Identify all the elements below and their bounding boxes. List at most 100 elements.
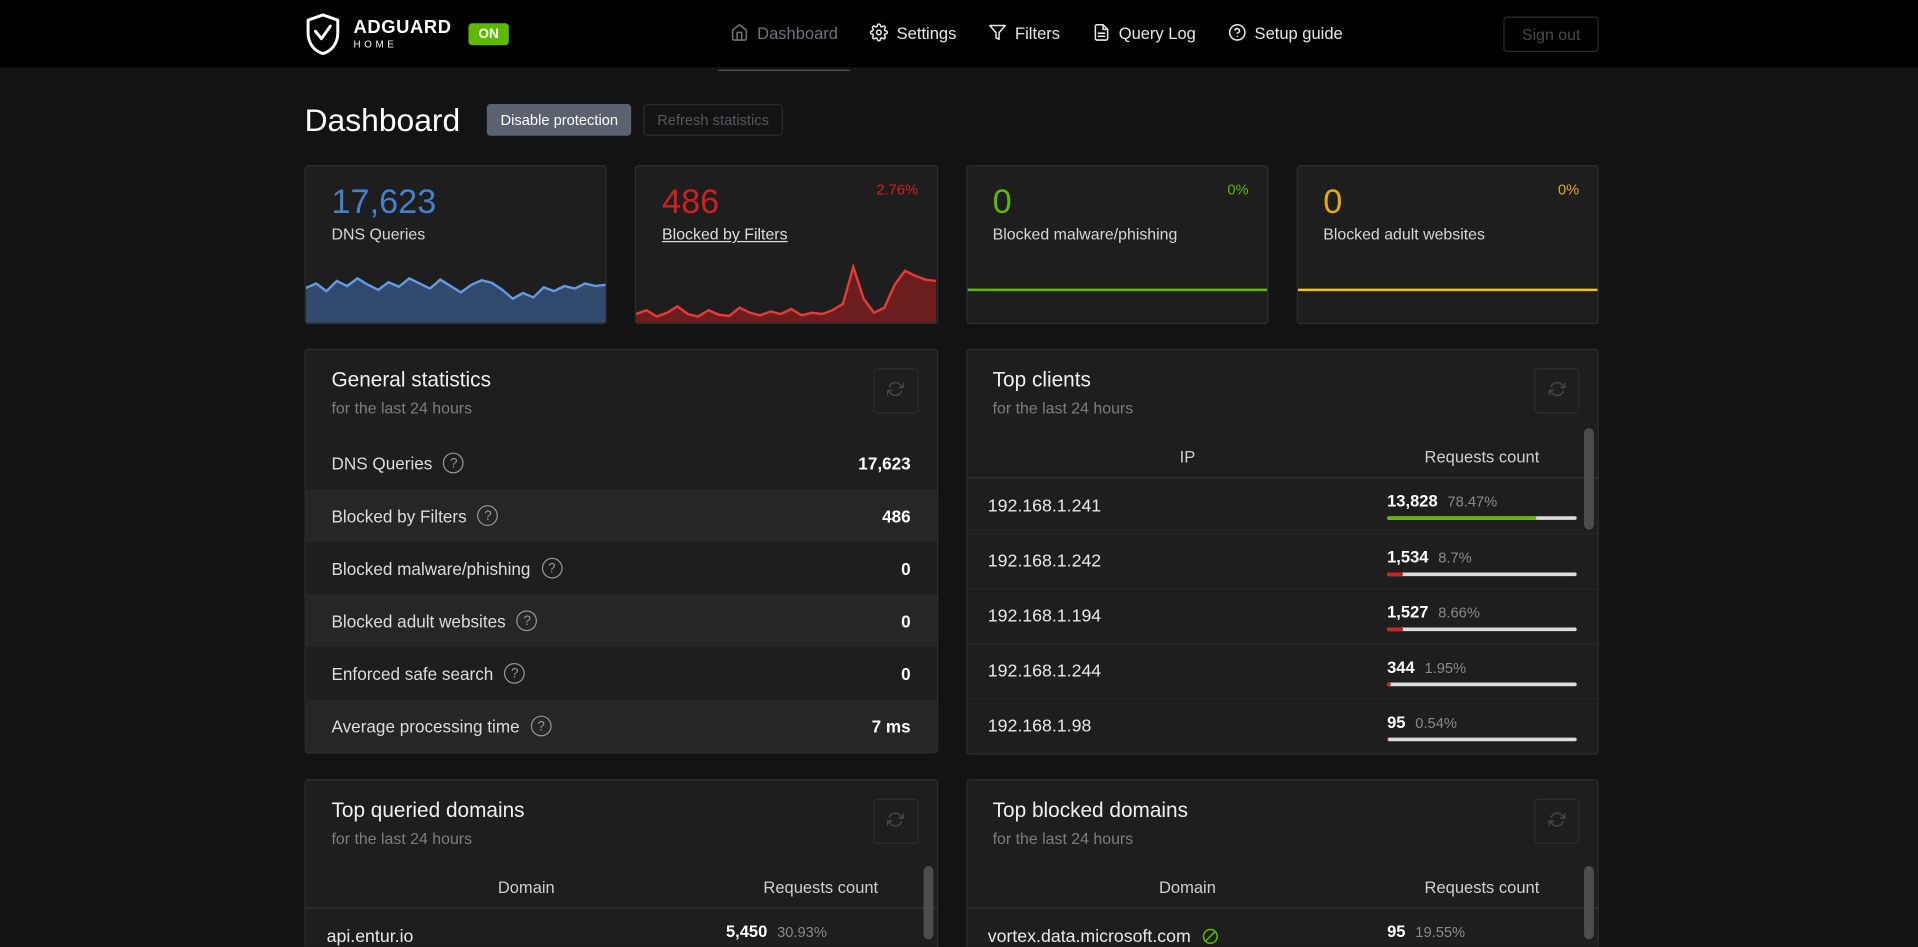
brand-name: ADGUARD: [353, 16, 452, 38]
help-circle-icon: [1228, 23, 1246, 45]
column-header-domain: Domain: [1158, 878, 1216, 897]
refresh-panel-button[interactable]: [1533, 368, 1580, 414]
nav-item-query-log[interactable]: Query Log: [1080, 0, 1208, 67]
panel-title: General statistics: [331, 368, 491, 392]
table-row: 192.168.1.242 1,534 8.7%: [966, 533, 1598, 588]
requests-count: 344: [1387, 657, 1415, 676]
requests-count: 95: [1387, 922, 1406, 941]
panel-subtitle: for the last 24 hours: [331, 398, 473, 418]
panel-subtitle: for the last 24 hours: [331, 829, 473, 848]
help-icon: ?: [477, 505, 499, 526]
blocked-by-filters-link[interactable]: Blocked by Filters: [662, 225, 788, 244]
stat-row-label: DNS Queries: [331, 453, 433, 473]
stat-row-value: 0: [901, 610, 911, 631]
requests-count: 1,527: [1387, 602, 1429, 621]
help-icon: ?: [530, 715, 552, 737]
requests-count: 95: [1387, 712, 1406, 731]
stats-row: Blocked by Filters? 486: [305, 489, 937, 542]
blocked-adult-sparkline: [1298, 259, 1598, 323]
nav-item-setup-guide[interactable]: Setup guide: [1215, 0, 1355, 67]
help-icon: ?: [516, 610, 538, 632]
column-header-domain: Domain: [497, 878, 555, 897]
stat-row-value: 7 ms: [871, 716, 911, 736]
nav-label: Dashboard: [757, 24, 838, 43]
refresh-icon: [886, 380, 904, 401]
panel-title: Top queried domains: [331, 798, 525, 822]
nav-item-settings[interactable]: Settings: [858, 0, 969, 67]
page-head: Dashboard Disable protection Refresh sta…: [304, 101, 1599, 139]
page-title: Dashboard: [304, 101, 461, 139]
protection-status-badge: ON: [468, 22, 509, 45]
requests-count: 1,534: [1387, 547, 1429, 566]
stat-cards-row: 17,623 DNS Queries 486 Blocked by Filter…: [304, 165, 1599, 325]
home-icon: [730, 23, 748, 45]
panels-grid: General statistics for the last 24 hours…: [304, 348, 1599, 947]
stat-label: Blocked malware/phishing: [992, 225, 1178, 244]
general-statistics-list: DNS Queries? 17,623 Blocked by Filters? …: [305, 437, 937, 753]
requests-count: 13,828: [1387, 491, 1438, 511]
stat-label: Blocked adult websites: [1323, 225, 1485, 244]
stats-row: Enforced safe search? 0: [306, 647, 937, 700]
column-header-requests: Requests count: [763, 878, 879, 897]
requests-count: 5,450: [725, 922, 768, 941]
stat-row-value: 486: [882, 505, 911, 526]
navbar: ADGUARD HOME ON Dashboard Settings: [0, 0, 1918, 71]
table-row: api.entur.io 5,450 30.93%: [306, 909, 937, 947]
client-ip: 192.168.1.242: [987, 551, 1102, 572]
column-header-requests: Requests count: [1424, 447, 1540, 467]
stat-percent: 2.76%: [876, 181, 919, 199]
stat-value: 486: [662, 182, 720, 221]
requests-percent: 30.93%: [777, 923, 827, 941]
scrollbar-thumb[interactable]: [1584, 866, 1594, 940]
scrollbar-thumb[interactable]: [1584, 428, 1594, 530]
stat-card-dns-queries: 17,623 DNS Queries: [304, 165, 608, 325]
queried-domain: api.entur.io: [326, 926, 414, 947]
progress-bar: [1387, 681, 1577, 686]
column-header-requests: Requests count: [1424, 878, 1540, 897]
table-row: 192.168.1.98 95 0.54%: [966, 698, 1598, 753]
progress-bar: [1387, 626, 1577, 631]
brand-sub: HOME: [353, 38, 398, 50]
panel-title: Top blocked domains: [992, 798, 1189, 822]
dns-queries-sparkline: [305, 259, 606, 323]
stat-value: 0: [1323, 182, 1343, 221]
stat-row-label: Blocked adult websites: [331, 610, 506, 631]
blocked-service-icon: [1201, 927, 1219, 945]
requests-percent: 1.95%: [1424, 658, 1467, 676]
stat-row-value: 0: [901, 663, 911, 684]
nav-item-filters[interactable]: Filters: [976, 0, 1072, 67]
stat-value: 17,623: [331, 182, 437, 221]
table-row: vortex.data.microsoft.com 95 19.55%: [967, 909, 1598, 947]
panel-title: Top clients: [992, 368, 1091, 392]
requests-percent: 78.47%: [1447, 492, 1498, 511]
stats-row: Average processing time? 7 ms: [305, 699, 937, 753]
refresh-icon: [886, 811, 904, 832]
table-header: Domain Requests count: [966, 867, 1598, 909]
client-ip: 192.168.1.244: [987, 661, 1102, 682]
stats-row: Blocked malware/phishing? 0: [306, 542, 937, 595]
adguard-logo-icon: [305, 12, 342, 55]
refresh-panel-button[interactable]: [872, 798, 919, 845]
table-header: IP Requests count: [966, 437, 1598, 479]
top-queried-domains-table: Domain Requests count api.entur.io 5,450…: [305, 867, 937, 947]
stat-row-value: 17,623: [858, 453, 911, 473]
refresh-statistics-button[interactable]: Refresh statistics: [643, 103, 783, 136]
stat-card-blocked-adult: 0 Blocked adult websites 0%: [1296, 165, 1599, 325]
stat-card-blocked-by-filters: 486 Blocked by Filters 2.76%: [635, 165, 938, 325]
requests-percent: 19.55%: [1415, 923, 1466, 941]
refresh-panel-button[interactable]: [1533, 798, 1580, 845]
scrollbar-thumb[interactable]: [922, 866, 933, 940]
refresh-panel-button[interactable]: [872, 368, 919, 414]
nav-item-dashboard[interactable]: Dashboard: [718, 0, 851, 71]
sign-out-button[interactable]: Sign out: [1503, 15, 1599, 52]
main-nav: Dashboard Settings Filters: [718, 0, 1355, 71]
stat-row-value: 0: [901, 558, 911, 578]
table-row: 192.168.1.194 1,527 8.66%: [966, 588, 1598, 643]
client-ip: 192.168.1.241: [987, 496, 1102, 516]
refresh-icon: [1547, 811, 1566, 832]
requests-percent: 0.54%: [1415, 713, 1457, 731]
help-icon: ?: [541, 557, 563, 579]
main-content: Dashboard Disable protection Refresh sta…: [304, 67, 1599, 947]
disable-protection-button[interactable]: Disable protection: [487, 103, 632, 136]
stat-value: 0: [992, 182, 1012, 221]
